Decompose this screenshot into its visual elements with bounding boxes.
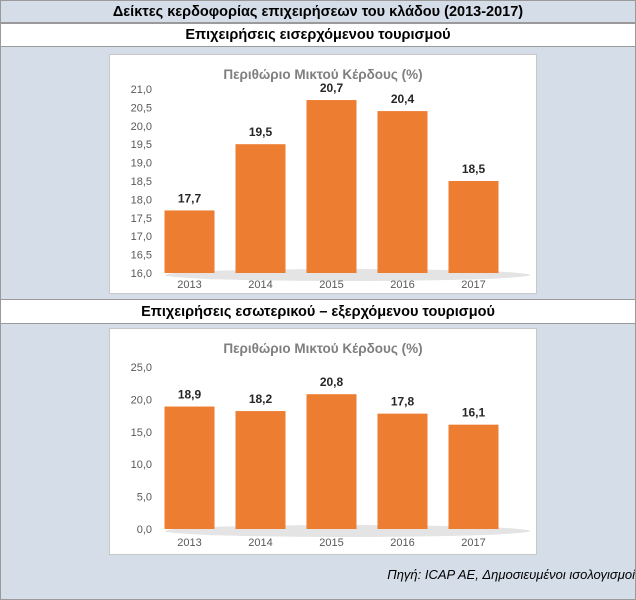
x-tick-label: 2014	[248, 279, 272, 291]
y-tick-label: 19,5	[131, 139, 152, 151]
y-tick-label: 20,0	[131, 121, 152, 133]
bar	[448, 424, 499, 529]
chart-panel-domestic: Περιθώριο Μικτού Κέρδους (%) 0,0 5,0 10,0 15…	[0, 324, 636, 567]
chart-panel-inbound: Περιθώριο Μικτού Κέρδους (%) 16,0 16,5 17,0…	[0, 47, 636, 299]
y-tick-label: 10,0	[131, 459, 152, 471]
section-header-domestic: Επιχειρήσεις εσωτερικού – εξερχόμενου το…	[0, 299, 636, 324]
x-tick-label: 2013	[177, 279, 201, 291]
table-title: Δείκτες κερδοφορίας επιχειρήσεων του κλά…	[112, 3, 524, 20]
bar	[377, 413, 428, 529]
data-label: 18,9	[178, 388, 202, 402]
data-label: 20,4	[391, 92, 415, 106]
y-tick-label: 18,0	[131, 194, 152, 206]
x-tick-label: 2013	[177, 537, 201, 549]
chart-inbound: Περιθώριο Μικτού Κέρδους (%) 16,0 16,5 17,0…	[109, 54, 537, 294]
section-title-inbound: Επιχειρήσεις εισερχόμενου τουρισμού	[185, 27, 451, 43]
chart-svg-inbound: Περιθώριο Μικτού Κέρδους (%) 16,0 16,5 17,0…	[131, 67, 530, 291]
x-tick-label: 2017	[461, 537, 485, 549]
data-label: 16,1	[462, 406, 486, 420]
chart-svg-domestic: Περιθώριο Μικτού Κέρδους (%) 0,0 5,0 10,0 15…	[131, 341, 530, 549]
data-label: 20,8	[320, 375, 344, 389]
data-label: 17,7	[178, 191, 202, 205]
y-tick-label: 21,0	[131, 84, 152, 96]
section-header-inbound: Επιχειρήσεις εισερχόμενου τουρισμού	[0, 23, 636, 47]
chart-title: Περιθώριο Μικτού Κέρδους (%)	[223, 341, 422, 356]
y-tick-label: 20,0	[131, 394, 152, 406]
x-tick-label: 2016	[390, 537, 414, 549]
x-tick-label: 2017	[461, 279, 485, 291]
y-tick-label: 5,0	[137, 492, 152, 504]
source-footer: Πηγή: ICAP AE, Δημοσιευμένοι ισολογισμοί	[0, 567, 636, 600]
source-note: Πηγή: ICAP AE, Δημοσιευμένοι ισολογισμοί	[387, 567, 635, 582]
bar	[377, 111, 428, 273]
chart-title: Περιθώριο Μικτού Κέρδους (%)	[223, 67, 422, 82]
y-tick-label: 18,5	[131, 176, 152, 188]
y-tick-label: 17,5	[131, 213, 152, 225]
x-tick-label: 2016	[390, 279, 414, 291]
data-label: 18,2	[249, 392, 273, 406]
section-title-domestic: Επιχειρήσεις εσωτερικού – εξερχόμενου το…	[141, 303, 495, 320]
y-tick-label: 16,5	[131, 250, 152, 262]
bar	[306, 394, 357, 529]
table-header: Δείκτες κερδοφορίας επιχειρήσεων του κλά…	[0, 0, 636, 23]
bar	[235, 144, 286, 273]
y-tick-label: 0,0	[137, 524, 152, 536]
bar	[448, 181, 499, 273]
chart-domestic: Περιθώριο Μικτού Κέρδους (%) 0,0 5,0 10,0 15…	[109, 328, 537, 555]
y-tick-label: 17,0	[131, 231, 152, 243]
x-tick-label: 2014	[248, 537, 272, 549]
data-label: 17,8	[391, 395, 415, 409]
data-label: 19,5	[249, 125, 273, 139]
y-tick-label: 15,0	[131, 427, 152, 439]
data-label: 18,5	[462, 162, 486, 176]
x-tick-label: 2015	[319, 537, 343, 549]
y-tick-label: 16,0	[131, 268, 152, 280]
bar	[235, 411, 286, 529]
bar	[306, 100, 357, 273]
y-tick-label: 19,0	[131, 158, 152, 170]
bar	[164, 406, 215, 529]
x-tick-label: 2015	[319, 279, 343, 291]
y-tick-label: 20,5	[131, 102, 152, 114]
data-label: 20,7	[320, 81, 344, 95]
bar	[164, 210, 215, 273]
y-tick-label: 25,0	[131, 362, 152, 374]
